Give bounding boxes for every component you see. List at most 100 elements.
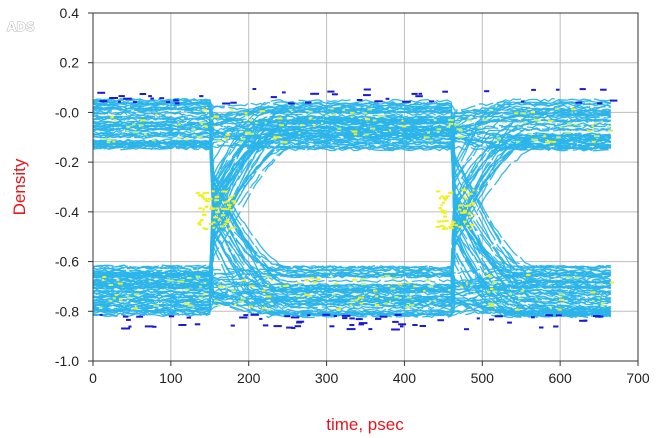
density-spot [217,218,222,221]
density-spot [199,121,205,124]
eye-trace [92,97,611,284]
density-spot [310,92,320,95]
density-spot [571,108,576,111]
eye-trace [92,117,611,312]
density-spot [484,90,490,93]
density-spot [443,210,447,213]
density-spot [600,283,603,286]
density-spot [208,197,213,200]
density-spot [488,304,495,307]
density-spot [517,125,520,128]
density-spot [473,292,476,295]
density-spot [132,123,136,126]
density-spot [305,101,312,104]
density-spot [179,280,185,283]
density-spot [342,317,348,320]
density-spot [307,295,313,298]
eye-trace [92,124,611,316]
x-axis-ticks: 0 100 200 300 400 500 600 700 [89,361,650,386]
density-spot [126,318,131,321]
density-spot [177,280,182,283]
density-spot [543,135,547,138]
density-spot [555,107,560,110]
density-spot [230,226,236,229]
density-spot [240,138,246,140]
density-spot [456,128,462,131]
density-spot [128,325,132,328]
density-spot [300,124,304,127]
density-spot [468,215,472,218]
density-spot [243,314,249,317]
density-spot [153,304,159,307]
density-spot [139,93,147,95]
x-tick-label: 300 [315,370,339,386]
density-spot [372,119,377,122]
density-spot [497,137,501,140]
density-spot [583,319,588,322]
density-spot [423,136,426,139]
eye-trace [92,118,611,269]
eye-trace [92,116,611,318]
eye-trace [92,273,612,314]
density-spot [436,190,441,193]
density-spot [392,320,399,323]
density-spot [419,325,427,327]
density-spot [203,125,207,128]
density-spot [476,317,480,320]
density-spot [440,209,444,212]
density-spot [405,304,409,307]
density-spot [418,92,423,95]
density-spot [102,275,107,278]
density-spot [217,285,224,288]
density-spot [307,314,311,317]
density-spot [440,204,443,207]
density-spot [321,122,324,125]
density-spot [463,220,467,223]
eye-trace [92,105,611,283]
density-spot [214,199,220,202]
density-spot [486,275,492,277]
density-spot [424,136,430,139]
density-spot [438,207,442,210]
density-spot [214,195,220,198]
density-spot [148,280,151,283]
density-spot [466,204,472,207]
density-spot [286,326,294,329]
density-spot [284,315,291,318]
density-spot [252,88,257,90]
density-spot [248,132,255,135]
density-spot [515,140,520,143]
density-spot [265,295,272,298]
density-spot [459,204,463,207]
density-spot [360,278,363,281]
density-spot [596,315,601,318]
density-spot [225,133,231,136]
density-spot [331,113,336,116]
density-spot [238,300,244,303]
x-tick-label: 700 [626,370,650,386]
density-spot [508,293,513,295]
density-spot [108,284,114,286]
density-spot [350,299,356,302]
density-spot [264,121,267,124]
density-spot [349,317,355,320]
x-tick-label: 400 [393,370,417,386]
density-spot [459,285,463,288]
density-spot [531,316,535,319]
density-spot [607,129,613,132]
density-spot [464,205,469,207]
density-spot [374,304,380,306]
density-spot [412,324,418,326]
density-spot [565,131,572,134]
y-tick-label: -0.2 [55,154,79,170]
y-axis-ticks: -1.0 -0.8 -0.6 -0.4 -0.2 -0.0 0.2 0.4 [55,5,93,369]
eye-trace [92,274,612,305]
density-spot [547,140,552,143]
density-spot [458,208,462,211]
density-spot [545,314,553,317]
density-spot [559,298,565,301]
density-spot [259,317,263,320]
density-spot [363,94,371,97]
eye-trace [92,107,611,294]
density-spot [296,320,305,323]
